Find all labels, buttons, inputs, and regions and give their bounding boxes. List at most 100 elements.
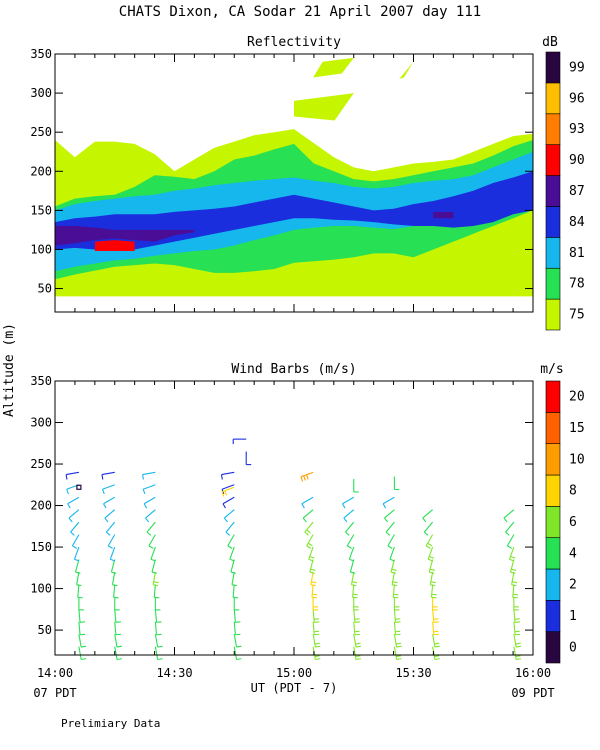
wind-barb (154, 646, 163, 661)
contour-87db (433, 211, 454, 219)
wind-barb (103, 496, 116, 509)
wind-barb (110, 559, 117, 574)
wind-barb (353, 621, 360, 636)
wind-barb (432, 634, 440, 648)
reflectivity-ytick-label: 250 (30, 125, 52, 139)
wind-barb (154, 609, 162, 623)
wind-colorbar-label: 0 (569, 640, 577, 655)
reflectivity-colorbar-label: 90 (569, 153, 585, 168)
figure-title: CHATS Dixon, CA Sodar 21 April 2007 day … (119, 4, 481, 20)
wind-barb (353, 609, 360, 623)
wind-barb (513, 634, 522, 648)
wind-barb (101, 471, 115, 480)
wind-barb (343, 509, 355, 523)
wind-barb (390, 559, 397, 574)
wind-barb (221, 486, 235, 497)
wind-barb (302, 509, 314, 523)
wind-barb (114, 634, 123, 648)
wind-barb (432, 609, 439, 623)
wind-colorbar-label: 15 (569, 421, 585, 436)
y-axis-label: Altitude (m) (2, 323, 17, 417)
wind-barb (432, 621, 439, 636)
reflectivity-colorbar-swatch (545, 113, 561, 145)
wind-barb (233, 609, 241, 623)
wind-barb (301, 496, 314, 509)
wind-colorbar-label: 4 (569, 546, 577, 561)
reflectivity-colorbar-label: 96 (569, 91, 585, 106)
wind-title: Wind Barbs (m/s) (231, 362, 356, 377)
wind-colorbar-swatch (545, 600, 561, 632)
wind-barb (143, 496, 156, 509)
wind-ytick-label: 200 (30, 499, 52, 513)
wind-barb (233, 596, 240, 611)
wind-barb (427, 546, 435, 562)
wind-barb (513, 596, 519, 611)
wind-xtick-label: 14:00 (37, 666, 73, 680)
wind-barb (232, 584, 239, 599)
reflectivity-colorbar-label: 81 (569, 246, 585, 261)
wind-barb (67, 496, 80, 509)
wind-barb (503, 509, 515, 523)
wind-colorbar-swatch (545, 537, 561, 570)
wind-colorbar-label: 2 (569, 578, 577, 593)
x-axis-label: UT (PDT - 7) (251, 681, 338, 695)
contour-75db-patch-1 (399, 61, 414, 79)
wind-barb (233, 634, 242, 648)
wind-barbs (65, 438, 522, 661)
wind-barb (511, 571, 518, 587)
wind-ytick-label: 150 (30, 540, 52, 554)
wind-barb (231, 571, 238, 587)
reflectivity-panel: 50 100 150 200 250 300 350 (30, 47, 534, 313)
wind-barb (142, 484, 156, 495)
wind-colorbar-swatch (545, 412, 561, 444)
wind-barb (232, 438, 247, 445)
contour-75db-patch-0 (313, 57, 354, 78)
wind-barb (306, 534, 314, 549)
wind-ytick-label: 50 (38, 623, 52, 637)
wind-barb (151, 559, 157, 574)
wind-xtick-label: 16:00 (515, 666, 551, 680)
wind-barb (102, 484, 115, 495)
reflectivity-colorbar-label: 87 (569, 184, 585, 199)
wind-ytick-label: 100 (30, 582, 52, 596)
wind-barb (71, 534, 80, 549)
wind-barb (389, 546, 395, 562)
wind-barb (429, 571, 436, 587)
wind-colorbar-label: 10 (569, 452, 585, 467)
wind-barb (393, 596, 400, 611)
wind-barb (65, 471, 79, 480)
contour-75db-patch-2 (294, 93, 354, 121)
wind-barb (423, 521, 434, 536)
wind-barb (428, 559, 436, 574)
wind-barb (114, 596, 120, 611)
wind-barb (78, 646, 87, 661)
wind-barb (220, 471, 235, 480)
wind-barb (512, 584, 519, 599)
wind-barb (353, 478, 359, 493)
reflectivity-ytick-label: 200 (30, 164, 52, 178)
wind-barb (342, 496, 355, 509)
wind-barb (384, 509, 395, 523)
wind-barb (222, 496, 235, 509)
wind-barb (393, 634, 402, 648)
wind-barb (352, 584, 358, 599)
reflectivity-colorbar-swatch (545, 175, 561, 207)
wind-barb (353, 634, 362, 648)
wind-barb (346, 534, 355, 549)
wind-barb (154, 596, 161, 611)
reflectivity-colorbar-swatch (545, 206, 561, 238)
wind-barb (513, 609, 521, 623)
reflectivity-colorbar-label: 84 (569, 215, 585, 230)
wind-barb (233, 621, 241, 636)
reflectivity-colorbar-swatch (545, 267, 561, 300)
wind-barb (349, 559, 356, 574)
wind-barb (114, 646, 123, 661)
wind-barb (153, 584, 160, 599)
wind-barb (344, 521, 355, 536)
wind-barb (146, 521, 156, 536)
wind-barb (233, 646, 242, 661)
wind-barb (391, 571, 398, 587)
wind-barb (78, 621, 86, 636)
time-left-note: 07 PDT (33, 686, 76, 700)
wind-barb (312, 596, 319, 611)
